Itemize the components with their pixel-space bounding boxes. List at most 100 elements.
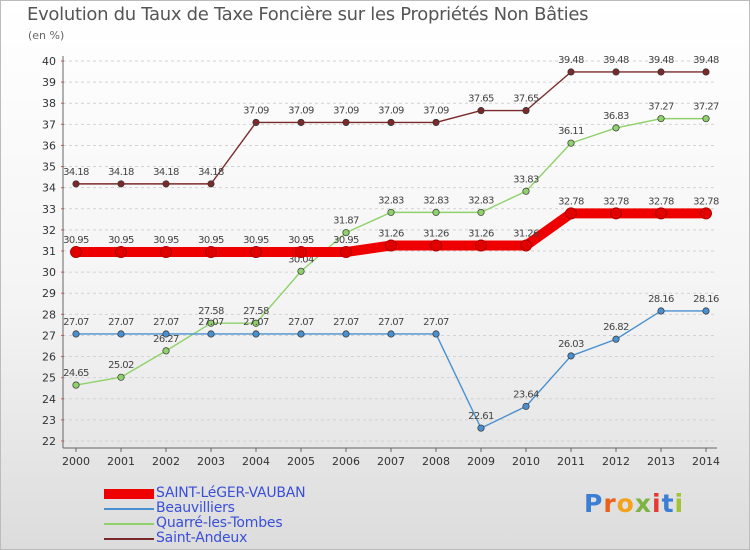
data-point	[72, 330, 80, 338]
x-tick-label: 2014	[692, 455, 720, 468]
y-tick-label: 35	[42, 161, 56, 174]
data-point	[610, 207, 622, 220]
data-point	[340, 246, 352, 259]
data-point	[522, 402, 530, 410]
data-point	[117, 330, 125, 338]
data-label: 39.48	[603, 55, 629, 66]
data-point	[70, 246, 82, 259]
data-label: 30.95	[108, 235, 134, 246]
y-tick-label: 22	[42, 435, 56, 448]
x-tick-label: 2004	[242, 455, 270, 468]
data-label: 36.11	[558, 126, 584, 137]
data-label: 27.07	[378, 317, 404, 328]
x-tick-label: 2007	[377, 455, 405, 468]
legend-label: SAINT-LéGER-VAUBAN	[156, 485, 306, 501]
data-label: 31.26	[468, 229, 494, 240]
data-label: 31.26	[423, 229, 449, 240]
data-point	[567, 68, 575, 76]
data-label: 30.95	[288, 235, 314, 246]
logo-letter: P	[584, 489, 604, 518]
x-tick-label: 2001	[107, 455, 135, 468]
data-label: 27.07	[333, 317, 359, 328]
logo-letter: x	[634, 489, 652, 518]
legend-label: Beauvilliers	[156, 500, 235, 516]
data-point	[162, 330, 170, 338]
x-tick-label: 2012	[602, 455, 630, 468]
logo-letter: i	[652, 489, 662, 518]
data-point	[385, 239, 397, 252]
unit-label: (en %)	[28, 29, 65, 42]
x-tick-label: 2005	[287, 455, 315, 468]
data-label: 30.95	[63, 235, 89, 246]
y-tick-label: 30	[42, 266, 56, 279]
data-label: 27.07	[198, 317, 224, 328]
data-label: 32.78	[693, 196, 719, 207]
data-label: 32.78	[558, 196, 584, 207]
data-label: 37.65	[468, 94, 494, 105]
data-point	[702, 68, 710, 76]
data-label: 27.07	[63, 317, 89, 328]
data-label: 37.09	[333, 105, 359, 116]
y-tick-label: 40	[42, 55, 56, 68]
data-label: 37.09	[243, 105, 269, 116]
data-label: 27.07	[243, 317, 269, 328]
y-tick-label: 33	[42, 203, 56, 216]
data-point	[655, 207, 667, 220]
data-label: 37.09	[288, 105, 314, 116]
data-point	[252, 330, 260, 338]
data-point	[702, 307, 710, 315]
x-tick-label: 2009	[467, 455, 495, 468]
data-point	[657, 307, 665, 315]
data-point	[387, 118, 395, 126]
data-point	[477, 107, 485, 115]
data-point	[342, 330, 350, 338]
data-point	[252, 118, 260, 126]
data-label: 30.95	[243, 235, 269, 246]
data-label: 30.95	[333, 235, 359, 246]
y-tick-label: 34	[42, 182, 56, 195]
data-label: 27.07	[288, 317, 314, 328]
data-label: 26.27	[153, 334, 179, 345]
data-label: 30.95	[153, 235, 179, 246]
data-point	[477, 208, 485, 216]
data-label: 25.02	[108, 360, 134, 371]
data-point	[432, 208, 440, 216]
data-point	[162, 347, 170, 355]
data-point	[702, 115, 710, 123]
x-tick-label: 2010	[512, 455, 540, 468]
data-point	[117, 373, 125, 381]
x-tick-label: 2013	[647, 455, 675, 468]
data-label: 34.18	[108, 167, 134, 178]
y-tick-label: 25	[42, 372, 56, 385]
data-label: 34.18	[198, 167, 224, 178]
data-point	[567, 139, 575, 147]
data-point	[297, 330, 305, 338]
y-tick-label: 36	[42, 139, 56, 152]
data-point	[205, 246, 217, 259]
data-point	[297, 118, 305, 126]
data-label: 27.58	[198, 306, 224, 317]
logo-letter: o	[616, 489, 635, 518]
data-point	[207, 330, 215, 338]
data-point	[250, 246, 262, 259]
logo-letter: r	[603, 489, 617, 518]
legend-label: Quarré-les-Tombes	[156, 515, 283, 531]
data-label: 34.18	[63, 167, 89, 178]
data-label: 26.82	[603, 322, 629, 333]
data-point	[477, 424, 485, 432]
data-point	[475, 239, 487, 252]
data-point	[117, 180, 125, 188]
data-label: 34.18	[153, 167, 179, 178]
data-label: 33.83	[513, 174, 539, 185]
data-point	[72, 381, 80, 389]
data-label: 37.09	[423, 105, 449, 116]
x-tick-label: 2006	[332, 455, 360, 468]
data-label: 32.83	[378, 195, 404, 206]
y-tick-label: 23	[42, 414, 56, 427]
x-tick-label: 2011	[557, 455, 585, 468]
data-point	[207, 180, 215, 188]
data-label: 31.26	[378, 229, 404, 240]
data-point	[72, 180, 80, 188]
data-label: 32.78	[648, 196, 674, 207]
